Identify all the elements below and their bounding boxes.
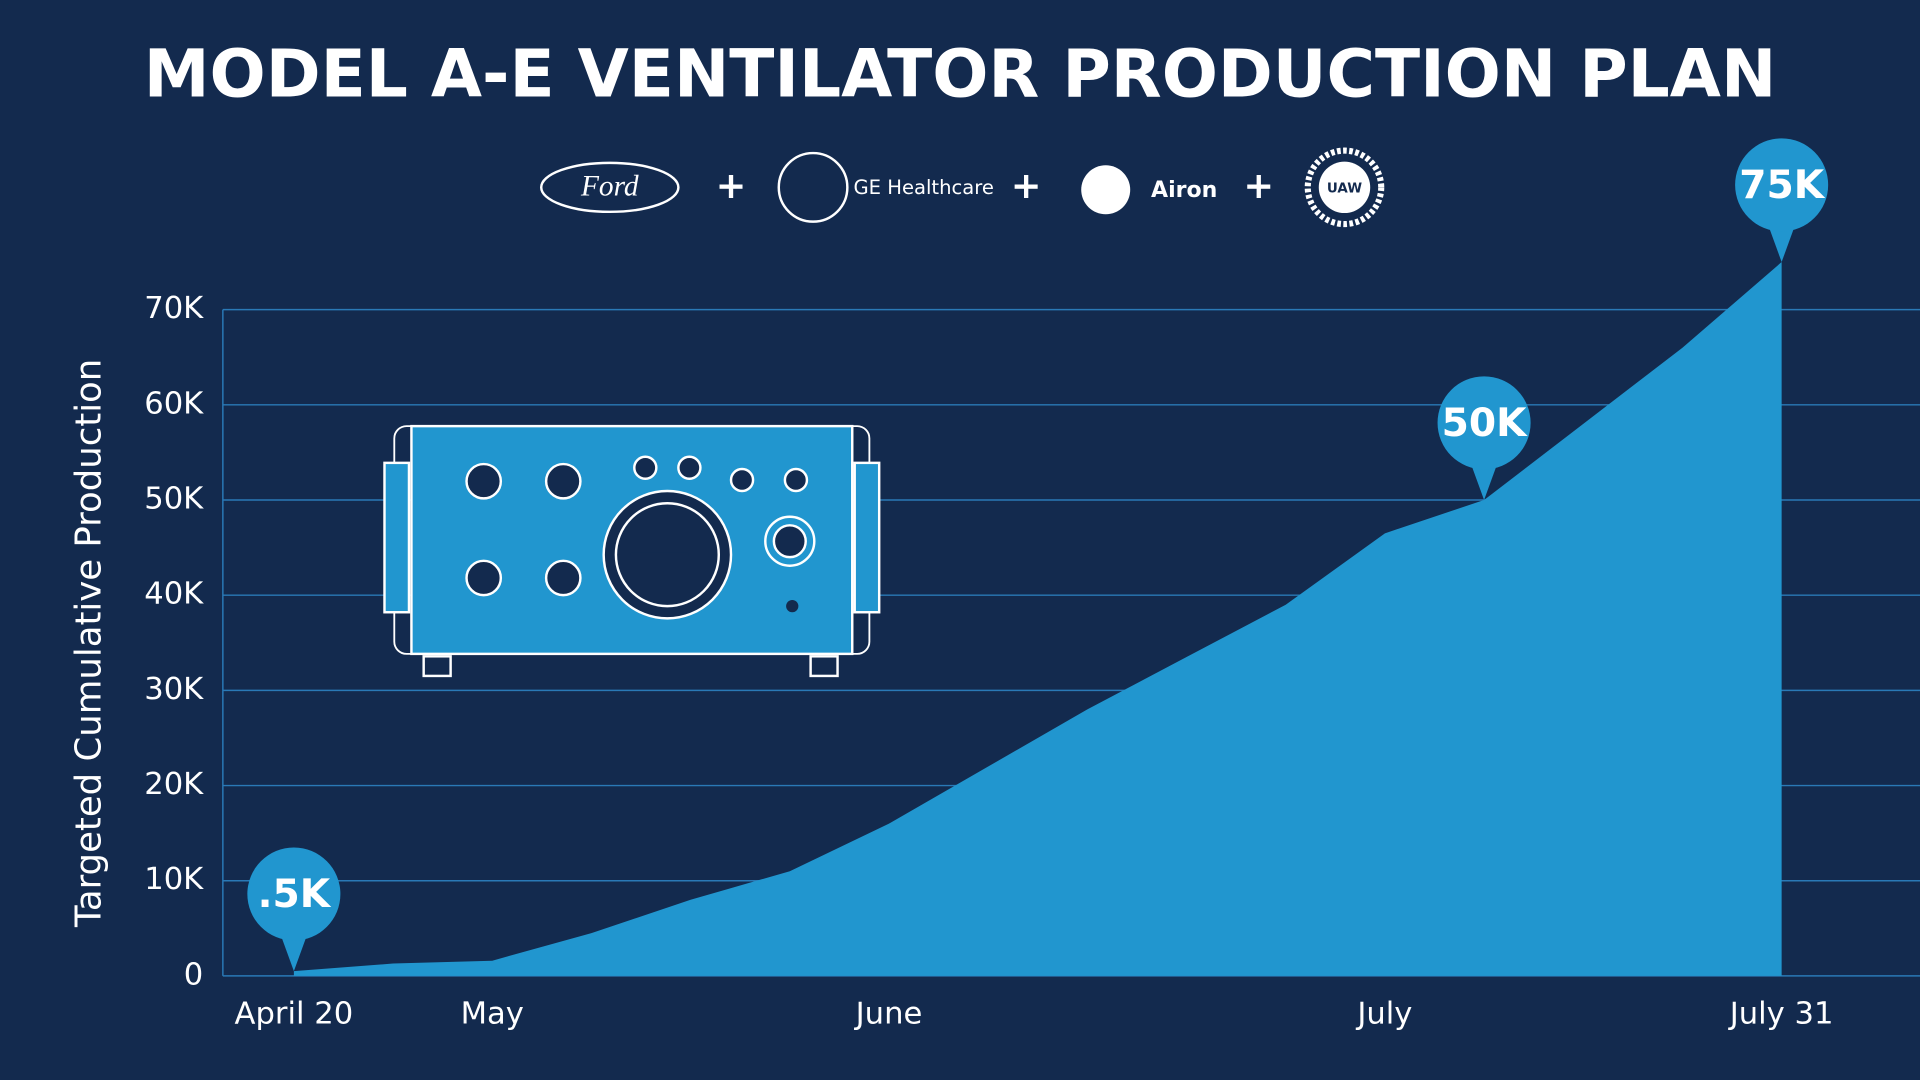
value-label: 75K [1739,163,1826,208]
callout-pointer [279,930,309,972]
ge-circle [777,151,849,223]
uaw-ring [1304,147,1385,228]
callout-pointer [1766,221,1797,263]
y-tick-label: 0 [184,957,203,992]
uaw-disc [1318,161,1371,214]
airon-icon [1081,165,1131,215]
partner-ge: GE Healthcare [853,176,993,199]
x-tick-label: July [1355,997,1412,1032]
callout-bubble [247,847,341,941]
partner-ford: Ford [580,170,639,202]
area [293,262,1782,976]
x-tick-label: May [461,997,524,1032]
partner-uaw: UAW [1327,182,1362,197]
y-tick-label: 30K [144,672,204,707]
y-axis-label: Targeted Cumulative Production [69,359,110,928]
y-tick-label: 50K [144,482,204,517]
y-tick-label: 70K [144,291,204,326]
x-tick-label: July 31 [1728,997,1834,1032]
callout-bubble [1437,376,1531,470]
labels: 0 10K 20K 30K 40K 50K 60K 70K April 20 May June Jul… [144,138,1834,1032]
plus: + [1011,164,1042,207]
chart-title: MODEL A-E VENTILATOR PRODUCTION PLAN [144,35,1777,112]
callout-bubble [1735,138,1829,232]
y-tick-label: 40K [144,577,204,612]
ventilator-illustration [383,424,881,678]
y-tick-label: 60K [144,386,204,421]
callout-pointer [1469,459,1499,500]
x-tick-label: June [854,997,923,1032]
partner-airon: Airon [1151,178,1217,203]
ford-oval [540,161,680,214]
y-tick-label: 20K [144,767,204,802]
plus: + [716,164,747,207]
value-label: 50K [1442,401,1529,446]
x-tick-label: April 20 [235,997,354,1032]
partner-logos: Ford + GE Healthcare + Airon + UAW [540,147,1385,228]
plus: + [1243,164,1274,207]
plot [293,262,1782,976]
value-label: .5K [258,872,332,917]
y-tick-label: 10K [144,862,204,897]
